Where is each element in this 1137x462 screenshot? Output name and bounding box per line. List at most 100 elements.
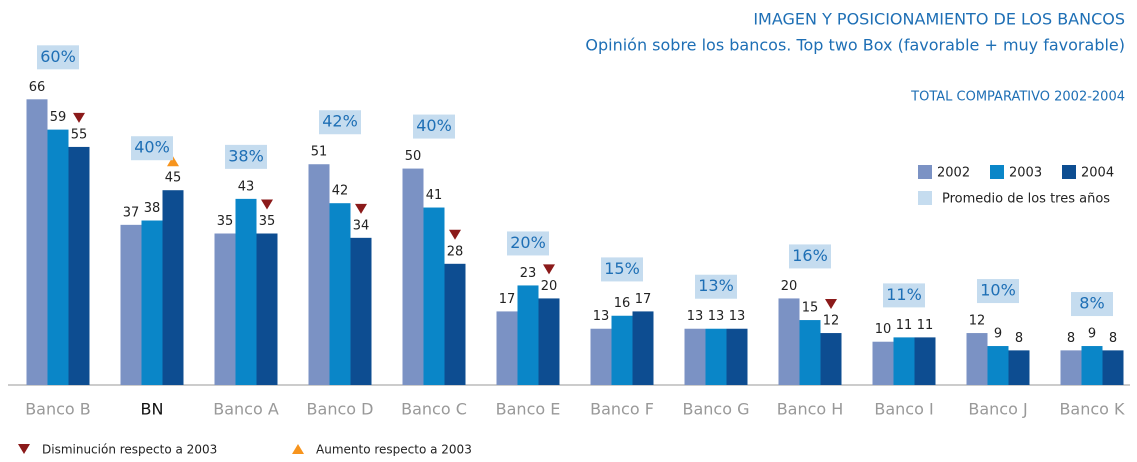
legend-swatch	[918, 165, 932, 179]
value-label: 41	[426, 188, 443, 203]
bar	[1102, 350, 1124, 385]
bar	[47, 129, 69, 385]
value-label: 42	[332, 184, 349, 199]
average-label: 60%	[40, 47, 76, 66]
legend-marker	[18, 444, 30, 454]
bar	[256, 233, 278, 385]
trend-marker	[543, 264, 555, 275]
bar	[402, 168, 424, 385]
bar	[162, 190, 184, 385]
bar	[141, 220, 163, 385]
legend-label: 2003	[1009, 166, 1042, 181]
bar	[1081, 346, 1103, 385]
value-label: 10	[875, 322, 892, 337]
value-label: 17	[635, 292, 652, 307]
bar	[611, 315, 633, 385]
bar	[423, 207, 445, 385]
legend-label: Aumento respecto a 2003	[316, 443, 472, 457]
bar	[120, 224, 142, 385]
value-label: 13	[593, 309, 610, 324]
average-box	[131, 136, 173, 161]
x-tick-label: Banco A	[213, 400, 279, 419]
x-tick-label: Banco B	[25, 400, 91, 419]
bar	[684, 328, 706, 385]
value-label: 9	[1088, 327, 1096, 342]
average-label: 11%	[886, 285, 922, 304]
bar	[705, 328, 727, 385]
bar	[966, 333, 988, 385]
value-label: 13	[708, 309, 725, 324]
trend-marker	[261, 199, 273, 210]
bar	[987, 346, 1009, 385]
average-box	[413, 114, 455, 139]
average-label: 20%	[510, 233, 546, 252]
x-tick-label: Banco C	[401, 400, 467, 419]
average-label: 8%	[1079, 294, 1104, 313]
bar	[590, 328, 612, 385]
value-label: 45	[165, 171, 182, 186]
bar	[872, 341, 894, 385]
bar	[1008, 350, 1030, 385]
x-tick-label: Banco E	[496, 400, 561, 419]
legend-label: 2002	[937, 166, 970, 181]
value-label: 34	[353, 218, 370, 233]
value-label: 16	[614, 296, 631, 311]
average-box	[319, 110, 361, 135]
bar	[1060, 350, 1082, 385]
x-tick-label: Banco D	[307, 400, 374, 419]
value-label: 13	[687, 309, 704, 324]
bar	[214, 233, 236, 385]
chart-subtitle: Opinión sobre los bancos. Top two Box (f…	[585, 36, 1125, 55]
value-label: 17	[499, 292, 516, 307]
value-label: 23	[520, 266, 537, 281]
bar	[235, 198, 257, 385]
bar	[914, 337, 936, 385]
legend-label: 2004	[1081, 166, 1114, 181]
bar	[329, 203, 351, 385]
legend-label: Disminución respecto a 2003	[42, 443, 217, 457]
bar	[26, 99, 48, 386]
bar	[308, 164, 330, 385]
x-tick-label: Banco K	[1059, 400, 1125, 419]
average-label: 38%	[228, 146, 264, 165]
legend-swatch	[918, 191, 932, 205]
chart-title: IMAGEN Y POSICIONAMIENTO DE LOS BANCOS	[753, 10, 1125, 29]
value-label: 20	[781, 279, 798, 294]
value-label: 50	[405, 149, 422, 164]
bar	[632, 311, 654, 385]
value-label: 38	[144, 201, 161, 216]
average-box	[883, 283, 925, 308]
chart-note: TOTAL COMPARATIVO 2002-2004	[910, 90, 1125, 105]
average-box	[695, 274, 737, 299]
bar	[726, 328, 748, 385]
trend-marker	[449, 229, 461, 240]
average-label: 40%	[134, 138, 170, 157]
x-tick-label: Banco H	[777, 400, 844, 419]
legend-label: Promedio de los tres años	[942, 192, 1110, 207]
trend-marker	[73, 112, 85, 123]
average-label: 40%	[416, 116, 452, 135]
average-box	[507, 231, 549, 256]
x-tick-label: BN	[141, 400, 164, 419]
bar	[538, 298, 560, 385]
value-label: 51	[311, 145, 328, 160]
x-tick-label: Banco J	[968, 400, 1027, 419]
bar	[350, 237, 372, 385]
bar	[778, 298, 800, 385]
bar	[820, 333, 842, 385]
value-label: 13	[729, 309, 746, 324]
average-box	[977, 279, 1019, 304]
bar	[496, 311, 518, 385]
value-label: 43	[238, 179, 255, 194]
trend-marker	[825, 299, 837, 310]
value-label: 15	[802, 301, 819, 316]
average-box	[37, 45, 79, 70]
average-label: 13%	[698, 276, 734, 295]
value-label: 35	[217, 214, 234, 229]
average-box	[601, 257, 643, 282]
legend-marker	[292, 444, 304, 454]
value-label: 59	[50, 110, 67, 125]
trend-marker	[167, 156, 179, 167]
bar	[68, 146, 90, 385]
